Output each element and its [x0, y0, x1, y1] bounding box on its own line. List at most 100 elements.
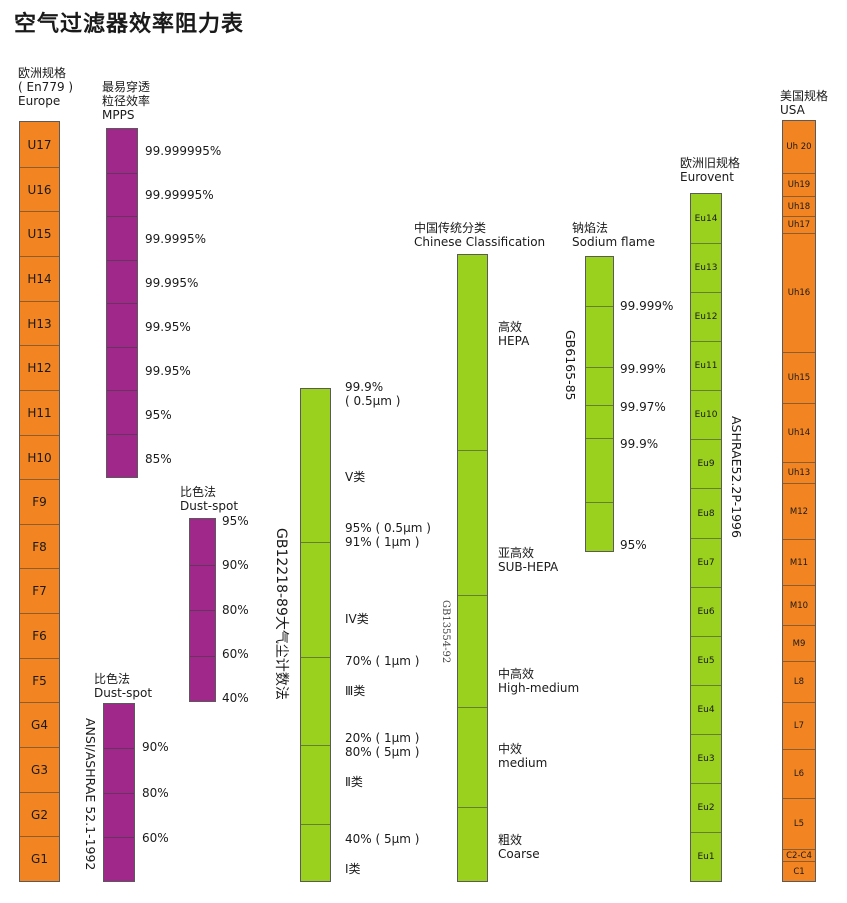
eurovent-grade-cell: Eu5 [691, 636, 721, 685]
eurovent-grade-label: Eu7 [697, 558, 715, 568]
mpps-value: 99.95% [145, 320, 191, 334]
sodium-value: 99.9% [620, 437, 659, 451]
gb6165-standard-label: GB6165-85 [563, 330, 578, 401]
europe-grade-cell: U15 [20, 211, 59, 256]
gb12218-standard-label: GB12218-89大气尘计数法 [273, 528, 289, 700]
europe-grade-cell: F6 [20, 613, 59, 658]
usa-grade-label: Uh14 [787, 428, 811, 438]
dustspot-low-cell [104, 704, 134, 748]
eurovent-grade-label: Eu10 [694, 410, 718, 420]
europe-grade-cell: G2 [20, 792, 59, 836]
usa-grade-label: M10 [789, 600, 809, 611]
dustspot-low-value: 80% [142, 786, 169, 800]
europe-grade-label: G2 [31, 807, 48, 822]
dustspot-low-bar [103, 703, 135, 882]
dustspot-low-value: 90% [142, 740, 169, 754]
gb12218-cell [301, 824, 330, 881]
eurovent-grade-label: Eu11 [694, 361, 718, 371]
usa-grade-label: C1 [793, 866, 805, 877]
sodium-cell [586, 438, 613, 502]
europe-grade-cell: H12 [20, 345, 59, 390]
ashrae52-standard-label: ASHRAE52.2P-1996 [729, 416, 744, 538]
usa-grade-cell: L5 [783, 798, 815, 849]
eurovent-grade-label: Eu13 [694, 263, 718, 273]
sodium-bar [585, 256, 614, 552]
europe-grade-cell: G3 [20, 747, 59, 792]
usa-grade-label: Uh15 [787, 373, 811, 383]
europe-grade-label: H11 [27, 406, 52, 420]
usa-grade-cell: M9 [783, 625, 815, 661]
dustspot-high-cell [190, 656, 215, 701]
mpps-cell [107, 260, 137, 303]
gb12218-bar [300, 388, 331, 882]
dustspot-high-value: 90% [222, 558, 249, 572]
mpps-value: 99.9995% [145, 232, 207, 246]
dustspot-high-header: 比色法 Dust-spot [180, 485, 239, 513]
chinese-cell [458, 595, 487, 707]
usa-grade-label: C2-C4 [786, 850, 812, 861]
sodium-cell [586, 257, 613, 306]
usa-grade-label: L5 [793, 819, 805, 829]
sodium-value: 99.99% [620, 362, 666, 376]
sodium-cell [586, 405, 613, 438]
europe-grade-label: H14 [27, 272, 52, 286]
chinese-label: 粗效 Coarse [498, 833, 540, 861]
europe-grade-cell: F9 [20, 479, 59, 524]
usa-grade-label: Uh17 [787, 220, 811, 230]
gb12218-label: 95% ( 0.5μm ) 91% ( 1μm ) [345, 521, 431, 549]
dustspot-high-value: 40% [222, 691, 249, 705]
gb12218-label: 99.9% ( 0.5μm ) [345, 380, 401, 408]
eurovent-grade-cell: Eu8 [691, 488, 721, 538]
sodium-value: 99.97% [620, 400, 666, 414]
chinese-label: 高效 HEPA [498, 320, 530, 348]
europe-grade-label: H10 [27, 450, 52, 465]
mpps-cell [107, 434, 137, 477]
europe-grade-label: F7 [32, 584, 47, 598]
dustspot-low-header: 比色法 Dust-spot [94, 672, 153, 700]
sodium-cell [586, 367, 613, 405]
chinese-cell [458, 450, 487, 595]
usa-grade-cell: Uh19 [783, 173, 815, 196]
gb12218-label: 40% ( 5μm ) [345, 832, 420, 846]
usa-grade-label: L8 [793, 677, 805, 687]
chinese-bar [457, 254, 488, 882]
eurovent-grade-label: Eu12 [694, 312, 718, 322]
usa-grade-cell: L7 [783, 702, 815, 749]
eurovent-grade-label: Eu2 [697, 803, 715, 813]
usa-header: 美国规格 USA [780, 89, 829, 117]
dustspot-low-cell [104, 793, 134, 837]
dustspot-high-cell [190, 610, 215, 656]
mpps-bar [106, 128, 138, 478]
chinese-cell [458, 255, 487, 450]
mpps-cell [107, 347, 137, 390]
gb12218-label: Ⅱ类 [345, 775, 363, 789]
europe-header: 欧洲规格 ( En779 ) Europe [18, 66, 74, 108]
usa-grade-cell: L8 [783, 661, 815, 702]
europe-grade-cell: F7 [20, 568, 59, 613]
europe-grade-label: G3 [31, 763, 48, 777]
sodium-cell [586, 502, 613, 551]
mpps-cell [107, 303, 137, 347]
usa-grade-label: Uh16 [787, 288, 811, 298]
usa-grade-cell: M10 [783, 585, 815, 625]
dustspot-high-cell [190, 565, 215, 610]
gb12218-label: 70% ( 1μm ) [345, 654, 420, 668]
usa-grade-label: M11 [789, 557, 809, 568]
usa-grade-cell: C2-C4 [783, 849, 815, 861]
europe-grade-label: H12 [27, 361, 52, 375]
page-title: 空气过滤器效率阻力表 [14, 12, 245, 37]
gb12218-cell [301, 542, 330, 657]
europe-grade-label: G4 [31, 718, 48, 732]
usa-grade-cell: L6 [783, 749, 815, 798]
eurovent-grade-cell: Eu1 [691, 832, 721, 881]
chinese-label: 亚高效 SUB-HEPA [498, 546, 559, 574]
usa-grade-cell: Uh17 [783, 216, 815, 233]
eurovent-grade-label: Eu1 [697, 852, 715, 862]
mpps-value: 85% [145, 452, 172, 466]
eurovent-grade-cell: Eu3 [691, 734, 721, 783]
usa-grade-cell: C1 [783, 861, 815, 881]
mpps-cell [107, 173, 137, 216]
ansi-standard-label: ANSI/ASHRAE 52.1-1992 [83, 718, 98, 871]
dustspot-high-value: 80% [222, 603, 249, 617]
europe-grade-cell: H11 [20, 390, 59, 435]
